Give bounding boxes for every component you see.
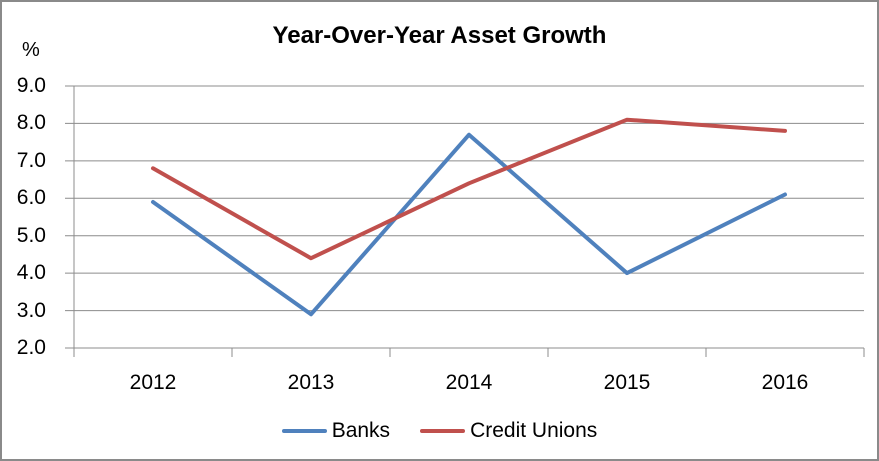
y-tick-label: 9.0 xyxy=(16,74,46,97)
legend-item-banks: Banks xyxy=(281,418,391,444)
legend-item-credit-unions: Credit Unions xyxy=(420,418,597,444)
chart-title: Year-Over-Year Asset Growth xyxy=(272,22,607,49)
banks-line xyxy=(151,132,787,317)
y-tick-label: 7.0 xyxy=(16,148,46,172)
x-tick-label: 2016 xyxy=(761,371,809,394)
credit-unions-line xyxy=(151,117,787,261)
x-tick-label: 2012 xyxy=(129,371,177,394)
x-tick-label: 2015 xyxy=(603,371,651,394)
x-tick-label: 2014 xyxy=(445,371,493,394)
x-tick-label: 2013 xyxy=(287,371,335,394)
legend: Banks Credit Unions xyxy=(2,417,877,445)
y-tick-label: 8.0 xyxy=(16,111,46,135)
y-axis-unit-label: % xyxy=(22,39,40,61)
legend-line-sample-credit-unions xyxy=(420,429,466,433)
legend-line-sample-banks xyxy=(281,429,327,433)
y-tick-label: 6.0 xyxy=(16,186,46,210)
y-tick-label: 3.0 xyxy=(16,298,46,322)
y-tick-label: 2.0 xyxy=(16,336,46,359)
y-tick-label: 4.0 xyxy=(16,261,46,285)
legend-label: Banks xyxy=(331,419,391,442)
legend-label: Credit Unions xyxy=(470,419,598,442)
y-tick-label: 5.0 xyxy=(16,223,46,247)
